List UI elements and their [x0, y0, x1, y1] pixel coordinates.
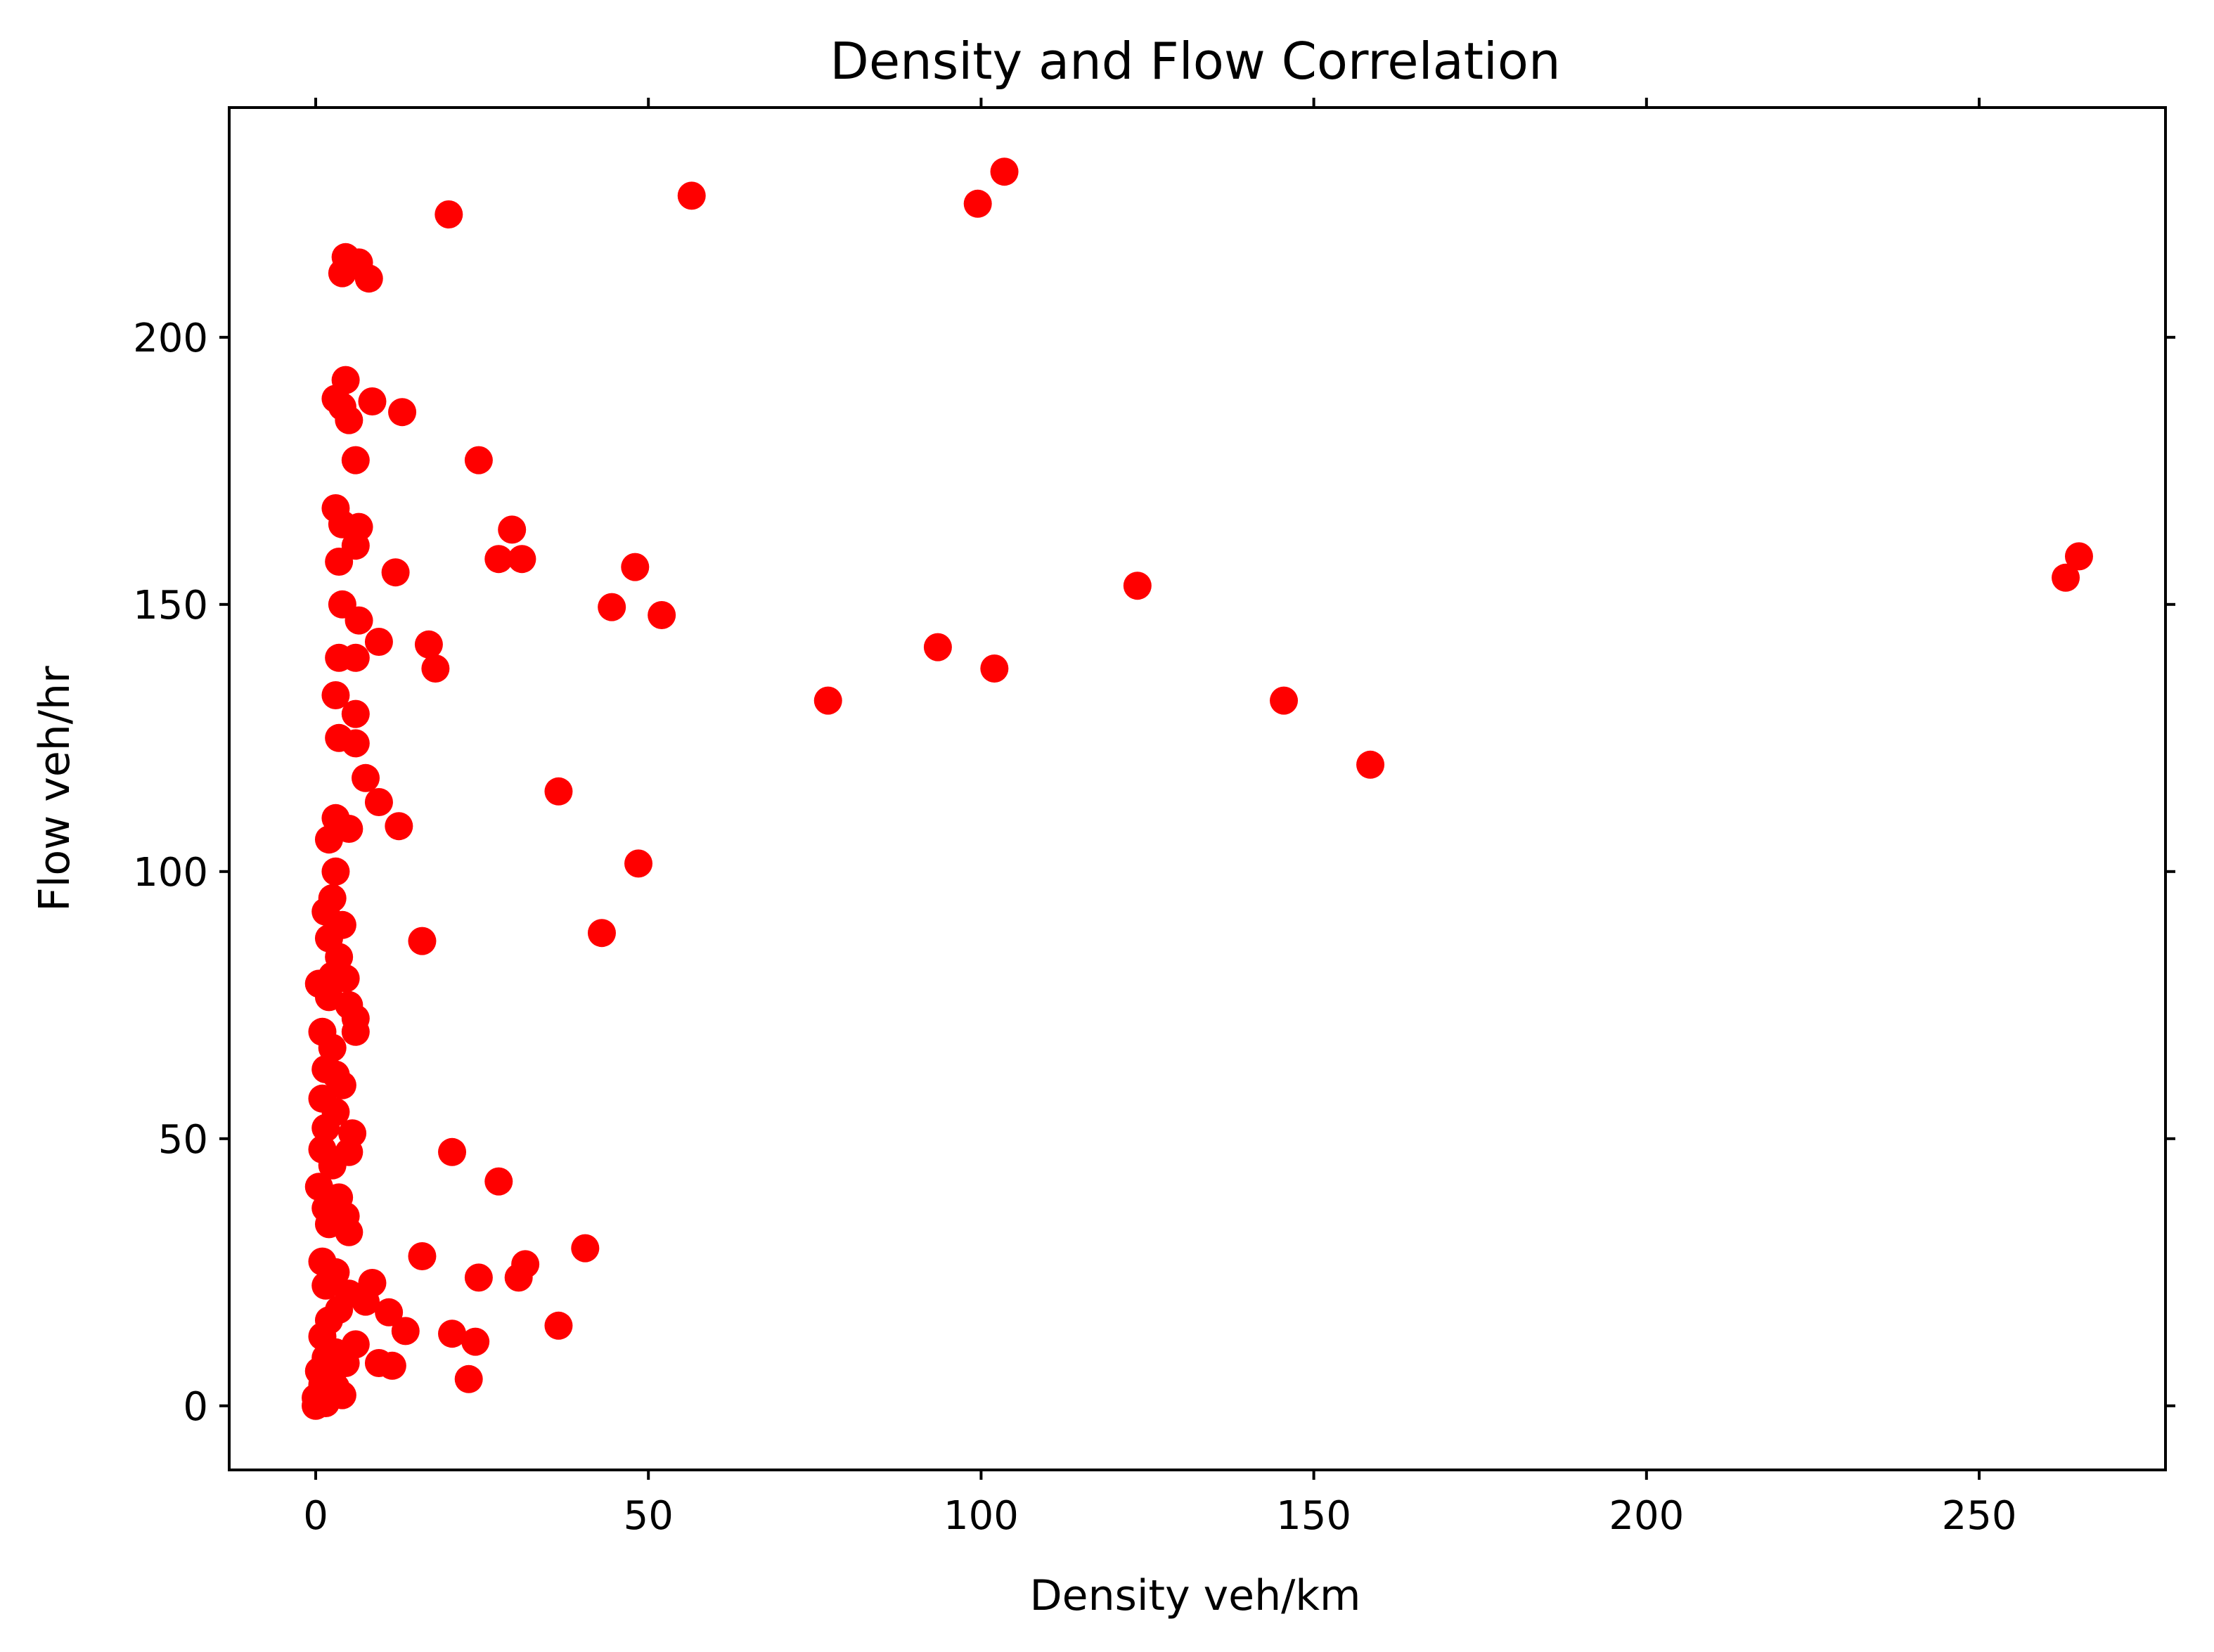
data-point — [352, 1287, 380, 1316]
data-point — [331, 964, 360, 993]
data-point — [414, 630, 443, 659]
y-axis: 0 50 100 150 200 — [133, 316, 2175, 1430]
data-point — [341, 446, 370, 475]
y-tick-label: 150 — [133, 583, 208, 628]
x-tick-label: 0 — [303, 1493, 328, 1539]
data-point — [438, 1319, 467, 1348]
data-point — [378, 1351, 406, 1380]
y-tick-label: 50 — [158, 1117, 208, 1163]
data-point — [341, 643, 370, 672]
data-point — [435, 200, 463, 228]
y-tick-label: 200 — [133, 316, 208, 361]
x-tick-label: 150 — [1276, 1493, 1351, 1539]
data-point — [504, 1263, 533, 1292]
data-point — [345, 606, 373, 635]
data-point — [648, 601, 676, 629]
data-point — [314, 825, 343, 854]
data-point — [364, 628, 393, 656]
data-point — [375, 1298, 404, 1327]
data-point — [621, 553, 650, 581]
data-point — [321, 857, 350, 886]
data-point — [1356, 750, 1385, 779]
data-point — [341, 699, 370, 728]
data-point — [464, 446, 493, 475]
data-point — [464, 1263, 493, 1292]
data-point — [2064, 542, 2093, 571]
x-tick-label: 250 — [1942, 1493, 2017, 1539]
x-tick-label: 50 — [624, 1493, 674, 1539]
data-point — [354, 264, 383, 293]
data-point — [388, 398, 417, 427]
x-tick-label: 100 — [944, 1493, 1019, 1539]
data-point — [318, 1033, 347, 1062]
data-point — [980, 654, 1009, 683]
data-point — [484, 545, 513, 574]
data-point — [813, 686, 842, 715]
x-tick-label: 200 — [1609, 1493, 1684, 1539]
data-point — [571, 1234, 600, 1263]
data-point — [325, 548, 354, 576]
data-point — [454, 1364, 483, 1393]
data-point — [321, 681, 350, 709]
data-point — [352, 763, 380, 792]
y-axis-label: Flow veh/hr — [30, 666, 79, 912]
data-point — [341, 729, 370, 758]
data-point — [990, 157, 1019, 186]
data-point — [318, 1151, 347, 1180]
data-point — [963, 189, 992, 218]
data-point — [598, 593, 626, 621]
data-point — [624, 849, 653, 878]
data-point — [311, 1271, 340, 1300]
data-point — [364, 788, 393, 816]
y-tick-label: 100 — [133, 850, 208, 896]
data-point — [328, 1071, 356, 1099]
x-axis-label: Density veh/km — [1029, 1571, 1360, 1620]
data-point — [408, 1242, 437, 1270]
data-point — [385, 812, 413, 841]
data-point — [544, 777, 573, 806]
data-point — [358, 387, 387, 415]
data-point — [461, 1327, 490, 1356]
data-point — [587, 919, 616, 948]
data-point — [335, 1218, 363, 1246]
data-point — [328, 259, 356, 288]
data-point — [421, 654, 450, 683]
data-point — [381, 558, 410, 587]
data-point — [335, 406, 363, 434]
plot-area — [302, 157, 2093, 1420]
data-point — [341, 1017, 370, 1046]
chart-title: Density and Flow Correlation — [830, 32, 1560, 91]
data-point — [508, 545, 536, 574]
data-point — [391, 1317, 420, 1346]
data-point — [1123, 572, 1152, 600]
data-point — [302, 1391, 330, 1420]
data-point — [677, 181, 706, 210]
data-point — [484, 1167, 513, 1196]
plot-frame — [228, 106, 2167, 1471]
data-point — [498, 515, 527, 544]
data-point — [544, 1311, 573, 1340]
data-point — [408, 927, 437, 955]
data-point — [923, 633, 952, 662]
x-axis: 0 50 100 150 200 250 — [303, 98, 2016, 1539]
y-tick-label: 0 — [183, 1384, 208, 1430]
data-point — [438, 1137, 467, 1166]
data-point — [311, 1114, 340, 1142]
data-point — [1270, 686, 1299, 715]
data-point — [2052, 563, 2080, 592]
